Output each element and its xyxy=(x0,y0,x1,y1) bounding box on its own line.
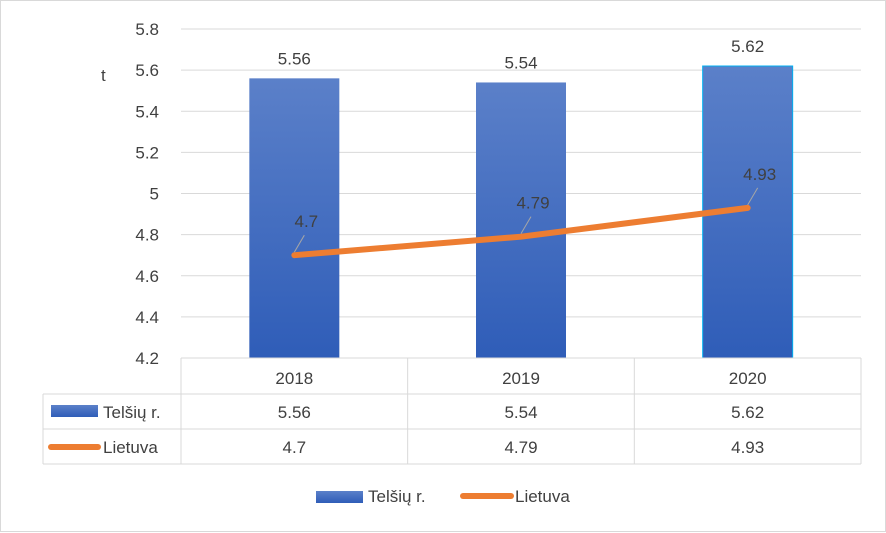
line-series-lietuva xyxy=(291,204,751,259)
leader-line xyxy=(293,234,305,253)
category-label: 2019 xyxy=(502,369,540,388)
category-label: 2018 xyxy=(275,369,313,388)
y-axis-label: t xyxy=(101,66,106,85)
category-label: 2020 xyxy=(729,369,767,388)
line-data-label: 4.79 xyxy=(516,194,549,213)
table-series-name: Lietuva xyxy=(103,438,158,457)
line-data-label: 4.93 xyxy=(743,165,776,184)
bar-data-label: 5.62 xyxy=(731,37,764,56)
bar xyxy=(476,82,566,359)
line-data-label: 4.7 xyxy=(295,212,319,231)
y-tick-label: 5.4 xyxy=(135,102,159,121)
y-tick-label: 4.4 xyxy=(135,308,159,327)
table-cell: 5.62 xyxy=(731,403,764,422)
legend-label: Telšių r. xyxy=(368,487,426,506)
bar xyxy=(249,78,340,358)
y-tick-label: 5 xyxy=(150,185,159,204)
leader-line xyxy=(747,187,759,206)
table-cell: 4.93 xyxy=(731,438,764,457)
legend-label: Lietuva xyxy=(515,487,570,506)
leader-line xyxy=(520,216,532,234)
table-cell: 4.7 xyxy=(283,438,307,457)
y-tick-label: 5.2 xyxy=(135,143,159,162)
table-cell: 5.54 xyxy=(504,403,537,422)
y-tick-label: 4.6 xyxy=(135,267,159,286)
y-tick-label: 5.8 xyxy=(135,20,159,39)
table-cell: 5.56 xyxy=(278,403,311,422)
y-tick-label: 5.6 xyxy=(135,61,159,80)
table-series-name: Telšių r. xyxy=(103,403,161,422)
bar-data-label: 5.56 xyxy=(278,49,311,68)
table-legend-key-bar xyxy=(51,405,98,417)
legend-key-bar xyxy=(316,491,363,503)
y-tick-label: 4.8 xyxy=(135,226,159,245)
table-cell: 4.79 xyxy=(504,438,537,457)
bar-data-label: 5.54 xyxy=(504,53,537,72)
y-tick-label: 4.2 xyxy=(135,349,159,368)
